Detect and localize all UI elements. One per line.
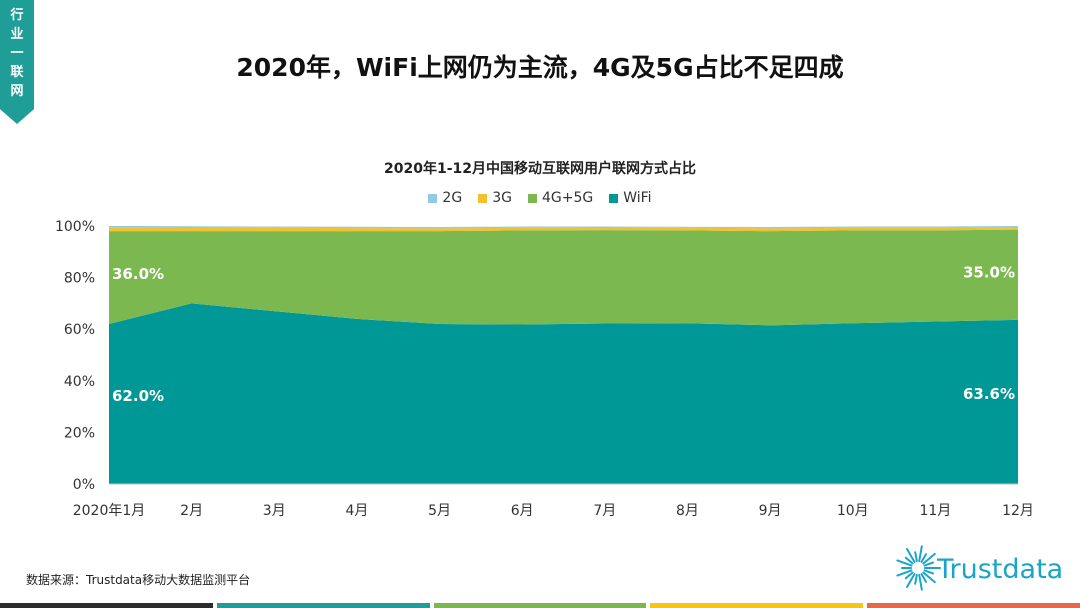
- side-tab-char: 业: [10, 27, 24, 42]
- x-tick-label: 2月: [180, 503, 203, 519]
- legend-label: 3G: [492, 190, 512, 206]
- data-label: 63.6%: [963, 385, 1015, 403]
- burst-ray: [920, 573, 927, 583]
- burst-ray: [914, 573, 918, 585]
- x-tick-label: 2020年1月: [73, 503, 146, 519]
- x-tick-label: 6月: [511, 503, 534, 519]
- area-wifi: [109, 303, 1018, 484]
- legend-label: 4G+5G: [541, 190, 594, 206]
- legend-swatch: [428, 193, 438, 203]
- data-source-note: 数据来源：Trustdata移动大数据监测平台: [26, 573, 251, 587]
- legend-swatch: [609, 193, 619, 203]
- footer-color-bar: [0, 603, 1080, 608]
- x-tick-label: 5月: [428, 503, 451, 519]
- x-tick-label: 7月: [593, 503, 616, 519]
- legend-item: 3G: [478, 190, 512, 206]
- chart-title: 2020年1-12月中国移动互联网用户联网方式占比: [384, 161, 696, 177]
- legend-swatch: [527, 193, 537, 203]
- x-tick-label: 4月: [345, 503, 368, 519]
- x-tick-label: 11月: [919, 503, 951, 519]
- burst-ray: [904, 571, 914, 580]
- side-tab-label: 行业一联网: [0, 6, 34, 101]
- footer-segment: [216, 603, 430, 608]
- burst-ray: [906, 573, 916, 589]
- logo-text: Trustdata: [937, 554, 1064, 585]
- y-tick-label: 100%: [55, 219, 95, 235]
- y-tick-label: 0%: [73, 477, 95, 493]
- y-tick-label: 40%: [64, 374, 95, 390]
- burst-ray: [918, 573, 923, 591]
- area-chart: 0% 20% 40% 60% 80% 100% 2020年1月 2月 3月 4月 5月 6月 7月 8月 9…: [55, 219, 1034, 519]
- area-3g: [109, 227, 1018, 232]
- legend-label: WiFi: [623, 190, 652, 206]
- legend-item: 2G: [428, 190, 462, 206]
- trustdata-logo: Trustdata: [893, 540, 1073, 596]
- burst-ray: [922, 552, 936, 565]
- burst-ray: [904, 556, 914, 565]
- x-tick-label: 8月: [676, 503, 699, 519]
- x-tick-label: 10月: [837, 503, 869, 519]
- burst-ray: [923, 569, 935, 575]
- burst-ray: [914, 551, 918, 563]
- burst-ray: [923, 561, 935, 567]
- burst-ray: [896, 569, 913, 577]
- side-tab-char: 一: [10, 46, 24, 61]
- x-tick-label: 12月: [1002, 503, 1034, 519]
- burst-ray: [906, 547, 916, 563]
- footer-segment: [650, 603, 864, 608]
- legend-swatch: [478, 193, 488, 203]
- burst-ray: [922, 571, 936, 584]
- side-tab: [0, 0, 34, 124]
- data-label: 36.0%: [112, 265, 164, 283]
- legend-label: 2G: [442, 190, 463, 206]
- legend-item: 4G+5G: [527, 190, 594, 206]
- y-tick-label: 20%: [64, 425, 95, 441]
- chart-legend: 2G 3G 4G+5G WiFi: [0, 190, 1080, 206]
- side-tab-char: 行: [10, 8, 24, 23]
- legend-item: WiFi: [609, 190, 652, 206]
- x-tick-label: 3月: [263, 503, 286, 519]
- area-4g-5g: [109, 229, 1018, 326]
- burst-ray: [920, 553, 927, 563]
- side-tab-char: 网: [10, 84, 24, 99]
- y-tick-label: 80%: [64, 271, 95, 287]
- footer-segment: [867, 603, 1080, 608]
- footer-segment: [433, 603, 647, 608]
- burst-ray: [896, 559, 913, 567]
- footer-segment: [0, 603, 213, 608]
- area-2g: [109, 226, 1018, 229]
- page-title: 2020年，WiFi上网仍为主流，4G及5G占比不足四成: [236, 53, 844, 82]
- side-tab-char: 联: [10, 65, 24, 80]
- data-label: 35.0%: [963, 264, 1015, 282]
- data-label: 62.0%: [112, 387, 164, 405]
- x-tick-label: 9月: [759, 503, 782, 519]
- burst-ray: [918, 545, 923, 563]
- y-tick-label: 60%: [64, 322, 95, 338]
- starburst-icon: [896, 545, 941, 591]
